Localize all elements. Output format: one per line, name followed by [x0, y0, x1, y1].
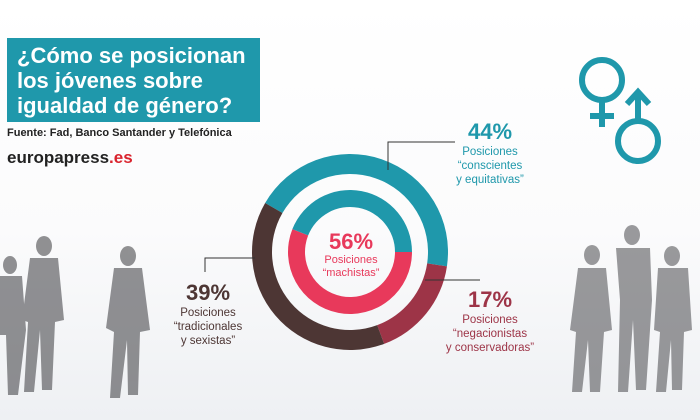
inner-ring-slice-0 [288, 229, 412, 314]
annotation-conscientes-pct: 44% [467, 119, 513, 144]
annotation-conscientes: 44% Posiciones “conscientes y equitativa… [430, 119, 550, 187]
annotation-tradicionales-line-2: “tradicionales [173, 321, 243, 333]
center-line-1: Posiciones [324, 254, 378, 266]
people-left [0, 236, 150, 398]
brand-logo: europapress.es [7, 148, 133, 168]
outer-ring-slice-2 [251, 203, 385, 350]
annotation-negacionistas-line-3: y conservadoras” [445, 342, 535, 354]
title-line-3: igualdad de género? [17, 93, 233, 118]
annotation-negacionistas-line-2: “negacionistas [452, 328, 528, 340]
leader-line-conscientes [387, 141, 455, 170]
annotation-conscientes-line-1: Posiciones [462, 146, 518, 158]
outer-ring [251, 153, 448, 350]
people-right [570, 225, 692, 392]
brand-main: europapress [7, 148, 110, 167]
annotation-conscientes-line-2: “conscientes [457, 160, 523, 172]
outer-ring-slice-1 [377, 263, 447, 344]
annotation-tradicionales-line-3: y sexistas” [180, 335, 236, 347]
center-line-2: “machistas” [322, 267, 380, 279]
center-pct: 56% [328, 229, 374, 254]
female-symbol-icon [579, 57, 625, 127]
annotation-tradicionales-pct: 39% [185, 280, 231, 305]
source-text: Fuente: Fad, Banco Santander y Telefónic… [7, 127, 232, 139]
inner-ring-slice-1 [292, 190, 412, 252]
annotation-negacionistas-line-1: Posiciones [462, 314, 518, 326]
annotation-negacionistas-pct: 17% [467, 287, 513, 312]
leader-line-tradicionales [204, 257, 255, 272]
leader-lines [204, 141, 480, 281]
annotation-negacionistas: 17% Posiciones “negacionistas y conserva… [425, 287, 555, 355]
outer-ring-slice-0 [265, 153, 448, 267]
annotation-conscientes-line-3: y equitativas” [456, 174, 524, 186]
annotation-tradicionales: 39% Posiciones “tradicionales y sexistas… [153, 280, 263, 348]
title-line-1: ¿Cómo se posicionan [17, 43, 246, 68]
title-line-2: los jóvenes sobre [17, 68, 203, 93]
annotation-tradicionales-line-1: Posiciones [180, 307, 236, 319]
title-box: ¿Cómo se posicionan los jóvenes sobre ig… [7, 38, 260, 122]
center-label: 56% Posiciones “machistas” [296, 230, 406, 280]
inner-ring [288, 190, 412, 314]
male-symbol-icon [615, 87, 661, 164]
brand-suffix: .es [109, 148, 133, 167]
